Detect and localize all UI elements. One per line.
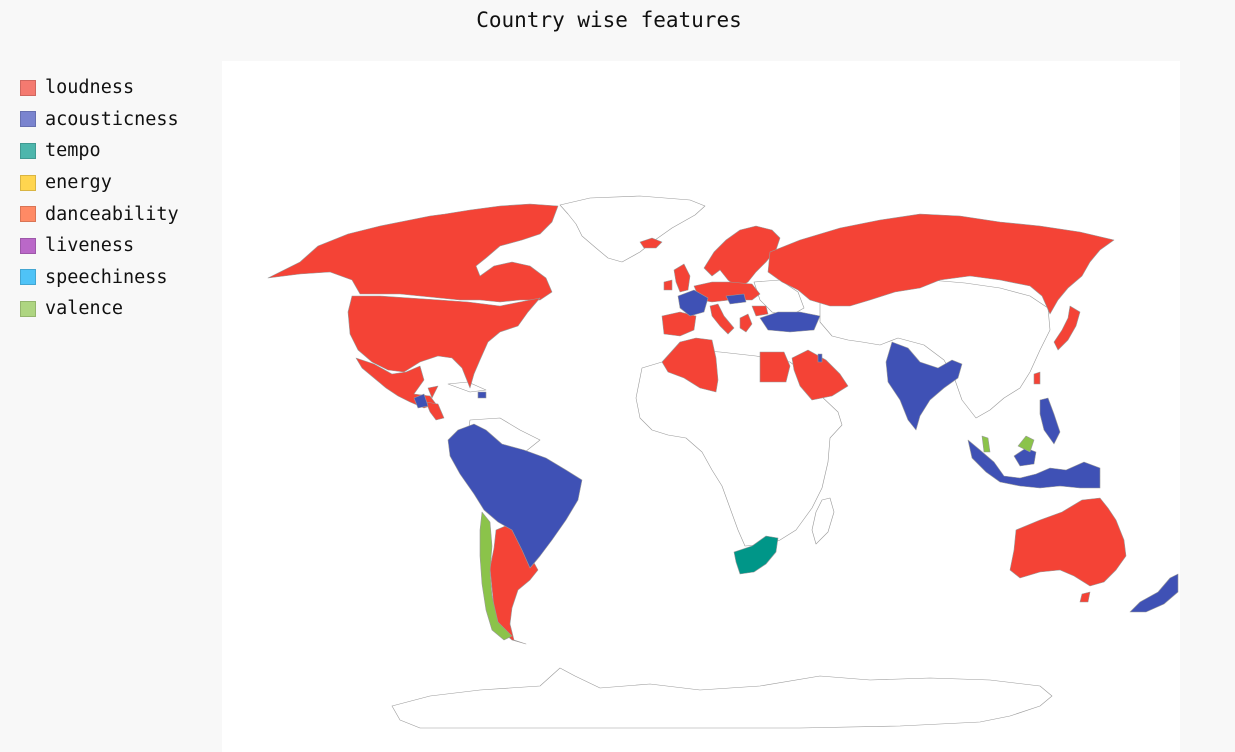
region-tasmania[interactable] [1079, 591, 1091, 603]
region-chile[interactable] [479, 511, 513, 641]
legend-swatch-acousticness [20, 111, 36, 128]
legend-label: liveness [45, 235, 135, 257]
region-algeria[interactable] [661, 337, 719, 393]
region-mexico[interactable] [355, 357, 437, 409]
legend-swatch-valence [20, 300, 36, 317]
feature-acousticness [413, 289, 1179, 613]
world-map [267, 195, 1179, 729]
region-cuba[interactable] [447, 381, 487, 393]
legend: loudness acousticness tempo energy dance… [20, 72, 179, 325]
region-italy[interactable] [709, 303, 735, 335]
region-russia[interactable] [767, 213, 1115, 315]
legend-label: energy [45, 172, 112, 194]
legend-label: acousticness [45, 108, 179, 130]
region-greece[interactable] [739, 313, 753, 333]
region-hungary[interactable] [725, 293, 747, 305]
region-philippines[interactable] [1039, 397, 1061, 445]
legend-swatch-energy [20, 174, 36, 191]
region-antarctica[interactable] [391, 667, 1053, 729]
region-canada[interactable] [267, 203, 559, 303]
region-dominican-republic[interactable] [477, 391, 487, 399]
region-new-zealand[interactable] [1129, 573, 1179, 613]
region-scandinavia[interactable] [703, 225, 781, 289]
region-ireland[interactable] [663, 279, 673, 291]
region-france[interactable] [677, 289, 709, 317]
region-singapore[interactable] [1017, 435, 1035, 453]
region-india[interactable] [885, 341, 963, 431]
legend-item-tempo[interactable]: tempo [20, 135, 179, 167]
region-madagascar[interactable] [811, 497, 835, 545]
legend-swatch-tempo [20, 142, 36, 159]
region-costa-rica[interactable] [425, 401, 445, 421]
legend-swatch-danceability [20, 206, 36, 223]
region-honduras[interactable] [427, 385, 439, 399]
legend-item-valence[interactable]: valence [20, 293, 179, 325]
legend-label: speechiness [45, 266, 168, 288]
region-taiwan[interactable] [1033, 371, 1041, 385]
region-israel[interactable] [817, 353, 823, 363]
region-indonesia[interactable] [967, 439, 1101, 489]
legend-label: valence [45, 298, 123, 320]
region-vietnam[interactable] [981, 435, 991, 453]
legend-swatch-liveness [20, 237, 36, 254]
legend-label: tempo [45, 140, 101, 162]
region-south-america[interactable] [447, 423, 583, 569]
region-romania[interactable] [751, 305, 769, 317]
legend-item-acousticness[interactable]: acousticness [20, 104, 179, 136]
region-guatemala[interactable] [413, 393, 429, 409]
region-saudi-arabia[interactable] [791, 349, 849, 401]
legend-item-loudness[interactable]: loudness [20, 72, 179, 104]
region-united-states[interactable] [347, 295, 541, 389]
region-australia[interactable] [1009, 497, 1127, 587]
legend-item-speechiness[interactable]: speechiness [20, 262, 179, 294]
region-united-kingdom[interactable] [673, 263, 691, 293]
legend-swatch-speechiness [20, 269, 36, 286]
legend-item-energy[interactable]: energy [20, 167, 179, 199]
region-iceland[interactable] [639, 237, 663, 249]
region-south-africa[interactable] [733, 535, 779, 575]
feature-loudness [267, 203, 1127, 645]
feature-tempo [733, 535, 779, 575]
region-japan[interactable] [1053, 305, 1081, 351]
legend-swatch-loudness [20, 79, 36, 96]
legend-label: danceability [45, 203, 179, 225]
legend-item-danceability[interactable]: danceability [20, 198, 179, 230]
feature-valence [479, 435, 1035, 641]
region-malaysia[interactable] [1013, 447, 1037, 467]
world-map-panel [222, 61, 1180, 752]
region-greenland[interactable] [559, 195, 706, 263]
region-asia[interactable] [819, 279, 1051, 419]
region-egypt[interactable] [759, 351, 791, 383]
region-spain[interactable] [661, 311, 697, 337]
region-turkey[interactable] [759, 311, 821, 333]
legend-label: loudness [45, 77, 135, 99]
legend-item-liveness[interactable]: liveness [20, 230, 179, 262]
chart-title: Country wise features [476, 8, 742, 32]
